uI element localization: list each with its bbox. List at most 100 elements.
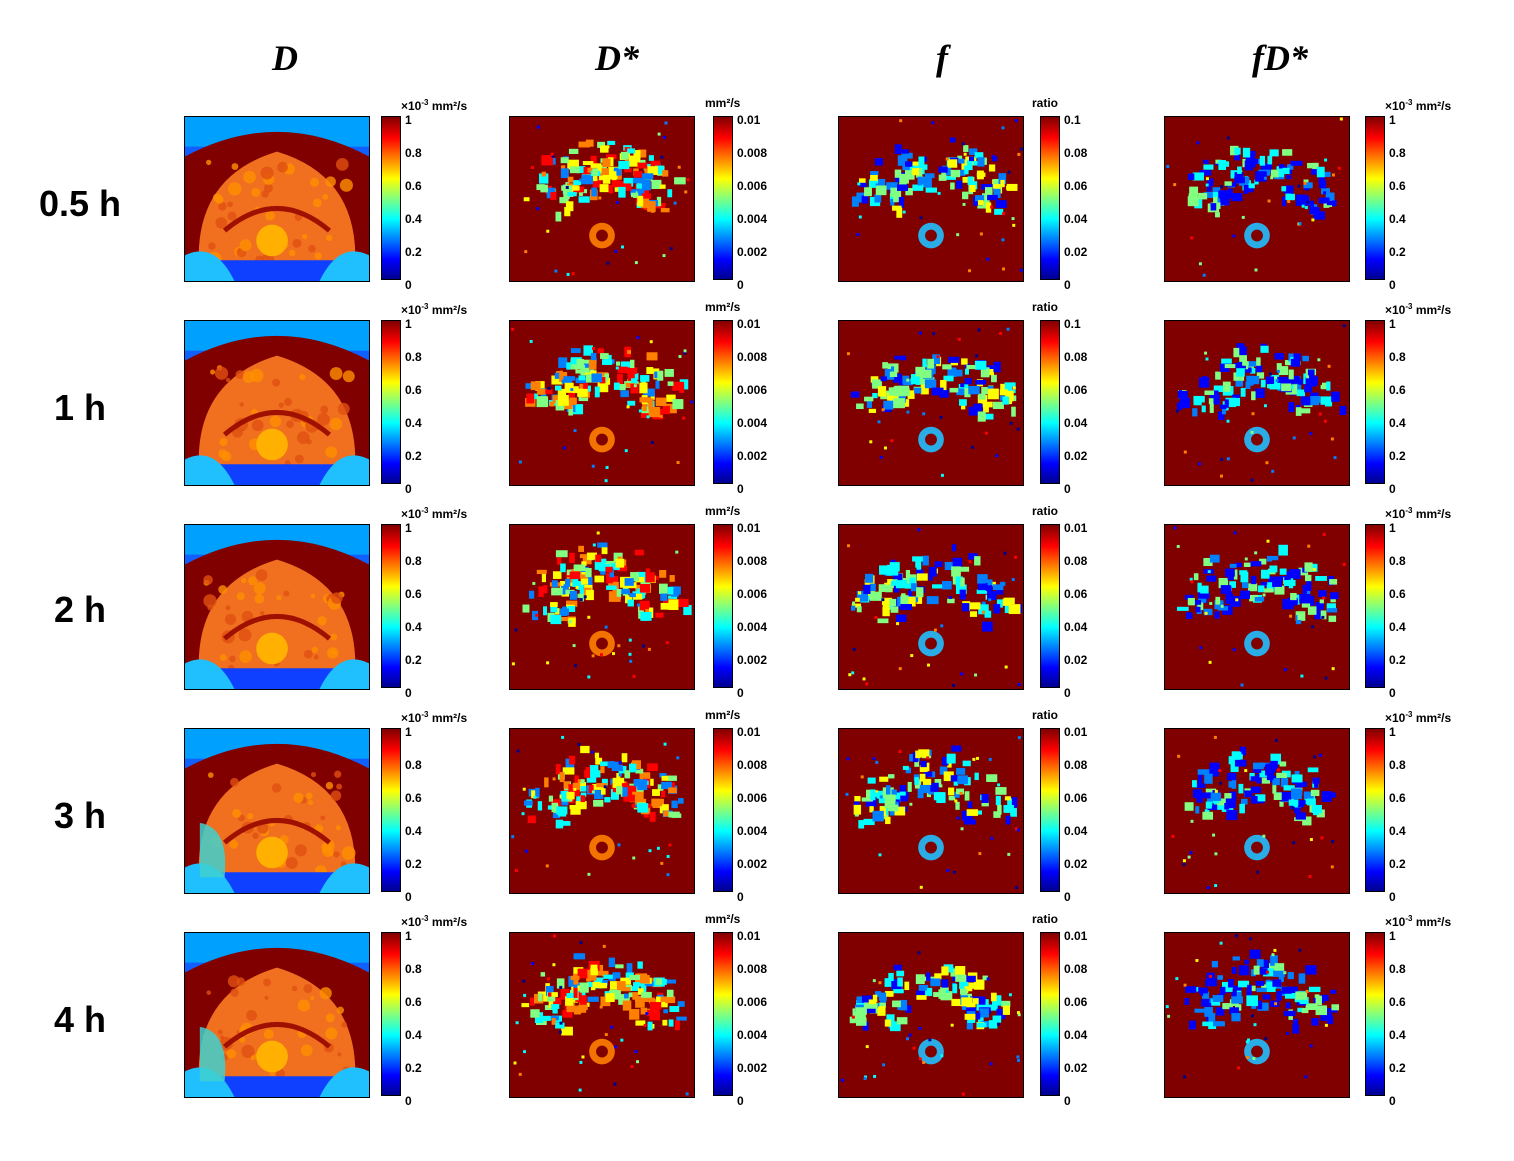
colorbar-tick-Dstar-row-1-0: 0.01	[737, 317, 761, 331]
colorbar-tick-f-row-0-5: 0	[1064, 278, 1071, 292]
map-image	[510, 117, 694, 281]
colorbar-tick-D-row-4-4: 0.2	[405, 1061, 422, 1075]
colorbar-tick-f-row-0-3: 0.04	[1064, 212, 1088, 226]
colorbar-unit-Dstar-row-2: mm²/s	[705, 504, 741, 518]
colorbar-tick-Dstar-row-4-0: 0.01	[737, 929, 761, 943]
colorbar-tick-fDstar-row-1-2: 0.6	[1389, 383, 1406, 397]
colorbar-f-row-1	[1040, 320, 1060, 484]
colorbar-tick-Dstar-row-2-2: 0.006	[737, 587, 768, 601]
row-label-2: 2 h	[53, 589, 106, 630]
colorbar-D-row-0	[381, 116, 401, 280]
colorbar-tick-fDstar-row-4-0: 1	[1389, 929, 1396, 943]
map-D-row-0	[184, 116, 370, 282]
map-image	[1165, 525, 1349, 689]
colorbar-unit-fDstar-row-4: ×10-3 mm²/s	[1385, 914, 1452, 929]
colorbar-tick-Dstar-row-2-3: 0.004	[737, 620, 768, 634]
colorbar-unit-D-row-0: ×10-3 mm²/s	[401, 98, 468, 113]
colorbar-tick-D-row-3-2: 0.6	[405, 791, 422, 805]
colorbar-tick-D-row-1-4: 0.2	[405, 449, 422, 463]
colorbar-tick-Dstar-row-0-0: 0.01	[737, 113, 761, 127]
colorbar-unit-D-row-3: ×10-3 mm²/s	[401, 710, 468, 725]
colorbar-tick-Dstar-row-3-1: 0.008	[737, 758, 768, 772]
colorbar-Dstar-row-1	[713, 320, 733, 484]
colorbar-tick-D-row-1-0: 1	[405, 317, 412, 331]
row-label-1: 1 h	[53, 387, 106, 428]
colorbar-tick-D-row-2-4: 0.2	[405, 653, 422, 667]
row-label-4: 4 h	[53, 999, 106, 1040]
colorbar-tick-D-row-0-2: 0.6	[405, 179, 422, 193]
map-f-row-4	[838, 932, 1024, 1098]
colorbar-tick-D-row-1-3: 0.4	[405, 416, 422, 430]
colorbar-tick-f-row-4-3: 0.04	[1064, 1028, 1088, 1042]
colorbar-tick-Dstar-row-4-2: 0.006	[737, 995, 768, 1009]
colorbar-tick-Dstar-row-3-4: 0.002	[737, 857, 768, 871]
colorbar-tick-D-row-3-4: 0.2	[405, 857, 422, 871]
colorbar-tick-D-row-3-1: 0.8	[405, 758, 422, 772]
colorbar-unit-f-row-4: ratio	[1032, 912, 1059, 926]
colorbar-tick-Dstar-row-2-4: 0.002	[737, 653, 768, 667]
colorbar-tick-D-row-0-5: 0	[405, 278, 412, 292]
colorbar-tick-D-row-0-1: 0.8	[405, 146, 422, 160]
colorbar-tick-fDstar-row-1-0: 1	[1389, 317, 1396, 331]
colorbar-tick-fDstar-row-1-3: 0.4	[1389, 416, 1406, 430]
colorbar-tick-fDstar-row-4-4: 0.2	[1389, 1061, 1406, 1075]
colorbar-tick-f-row-3-0: 0.01	[1064, 725, 1088, 739]
colorbar-tick-f-row-1-4: 0.02	[1064, 449, 1088, 463]
colorbar-tick-Dstar-row-3-2: 0.006	[737, 791, 768, 805]
colorbar-tick-D-row-3-5: 0	[405, 890, 412, 904]
colorbar-tick-Dstar-row-3-5: 0	[737, 890, 744, 904]
colorbar-tick-f-row-0-2: 0.06	[1064, 179, 1088, 193]
colorbar-D-row-1	[381, 320, 401, 484]
colorbar-tick-f-row-2-2: 0.06	[1064, 587, 1088, 601]
colorbar-tick-Dstar-row-2-5: 0	[737, 686, 744, 700]
colorbar-tick-Dstar-row-0-5: 0	[737, 278, 744, 292]
map-image	[1165, 321, 1349, 485]
colorbar-unit-fDstar-row-0: ×10-3 mm²/s	[1385, 98, 1452, 113]
colorbar-tick-f-row-0-1: 0.08	[1064, 146, 1088, 160]
colorbar-tick-f-row-2-1: 0.08	[1064, 554, 1088, 568]
colorbar-tick-Dstar-row-4-4: 0.002	[737, 1061, 768, 1075]
colorbar-tick-f-row-4-0: 0.01	[1064, 929, 1088, 943]
colorbar-fDstar-row-0	[1365, 116, 1385, 280]
colorbar-tick-D-row-1-5: 0	[405, 482, 412, 496]
colorbar-tick-f-row-1-1: 0.08	[1064, 350, 1088, 364]
colorbar-tick-D-row-2-0: 1	[405, 521, 412, 535]
colorbar-tick-D-row-4-1: 0.8	[405, 962, 422, 976]
colorbar-tick-f-row-3-2: 0.06	[1064, 791, 1088, 805]
colorbar-tick-f-row-0-0: 0.1	[1064, 113, 1081, 127]
map-fDstar-row-3	[1164, 728, 1350, 894]
column-title-D: D	[272, 38, 298, 78]
map-image	[185, 933, 369, 1097]
column-title-f: f	[936, 38, 948, 78]
colorbar-tick-Dstar-row-4-1: 0.008	[737, 962, 768, 976]
colorbar-tick-f-row-4-4: 0.02	[1064, 1061, 1088, 1075]
colorbar-unit-fDstar-row-2: ×10-3 mm²/s	[1385, 506, 1452, 521]
colorbar-tick-fDstar-row-0-1: 0.8	[1389, 146, 1406, 160]
colorbar-tick-fDstar-row-3-5: 0	[1389, 890, 1396, 904]
row-label-0: 0.5 h	[38, 183, 122, 224]
colorbar-tick-Dstar-row-1-5: 0	[737, 482, 744, 496]
colorbar-tick-D-row-3-3: 0.4	[405, 824, 422, 838]
colorbar-f-row-4	[1040, 932, 1060, 1096]
column-title-Dstar: D*	[595, 38, 639, 78]
colorbar-tick-f-row-0-4: 0.02	[1064, 245, 1088, 259]
colorbar-tick-Dstar-row-0-3: 0.004	[737, 212, 768, 226]
colorbar-Dstar-row-2	[713, 524, 733, 688]
colorbar-tick-fDstar-row-2-2: 0.6	[1389, 587, 1406, 601]
colorbar-tick-fDstar-row-1-4: 0.2	[1389, 449, 1406, 463]
map-Dstar-row-3	[509, 728, 695, 894]
colorbar-tick-Dstar-row-3-3: 0.004	[737, 824, 768, 838]
colorbar-fDstar-row-1	[1365, 320, 1385, 484]
map-image	[1165, 117, 1349, 281]
colorbar-unit-Dstar-row-0: mm²/s	[705, 96, 741, 110]
colorbar-tick-f-row-2-0: 0.01	[1064, 521, 1088, 535]
map-image	[185, 117, 369, 281]
colorbar-tick-D-row-0-0: 1	[405, 113, 412, 127]
colorbar-fDstar-row-4	[1365, 932, 1385, 1096]
colorbar-tick-D-row-2-2: 0.6	[405, 587, 422, 601]
map-f-row-0	[838, 116, 1024, 282]
colorbar-tick-f-row-2-5: 0	[1064, 686, 1071, 700]
colorbar-tick-Dstar-row-3-0: 0.01	[737, 725, 761, 739]
colorbar-tick-f-row-3-1: 0.08	[1064, 758, 1088, 772]
colorbar-D-row-3	[381, 728, 401, 892]
